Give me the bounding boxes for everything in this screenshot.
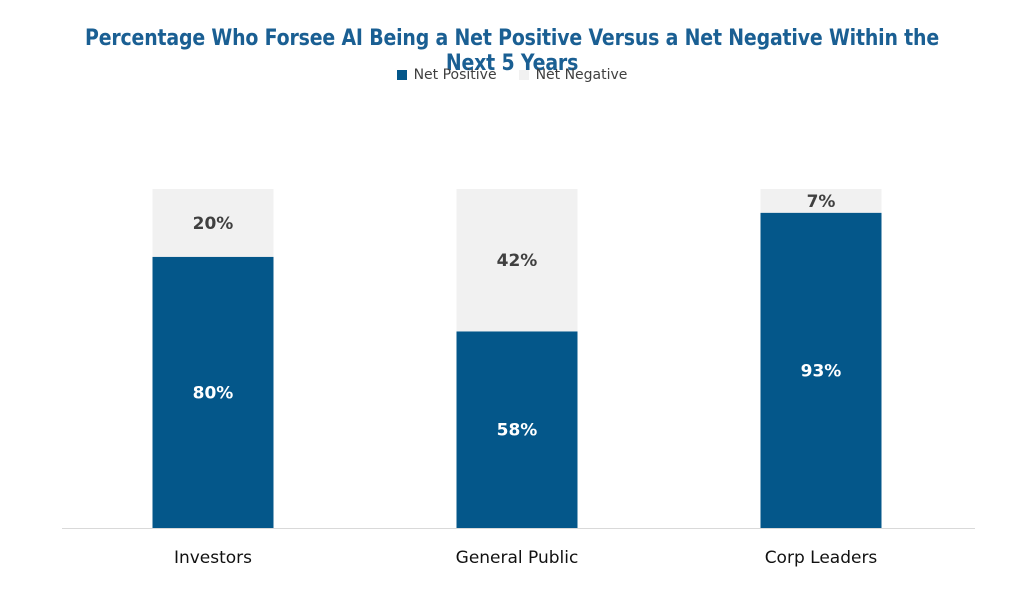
value-label-corp-leaders-net-negative: 7%	[807, 192, 836, 212]
value-label-general-public-net-negative: 42%	[497, 251, 538, 271]
legend: Net Positive Net Negative	[0, 67, 1024, 83]
bar-investors-net-positive	[152, 256, 274, 528]
legend-swatch-net-positive	[396, 70, 407, 80]
bar-general-public-net-positive	[456, 331, 578, 528]
value-label-corp-leaders-net-positive: 93%	[801, 361, 842, 381]
value-label-general-public-net-positive: 58%	[497, 421, 538, 441]
bar-general-public-net-negative	[456, 189, 578, 332]
legend-item-net-positive: Net Positive	[396, 67, 497, 83]
value-label-investors-net-negative: 20%	[193, 214, 234, 234]
legend-label-net-negative: Net Negative	[535, 67, 628, 83]
category-label-general-public: General Public	[456, 548, 579, 568]
legend-label-net-positive: Net Positive	[413, 67, 497, 83]
bar-investors-net-negative	[152, 189, 274, 257]
bar-corp-leaders-net-positive	[760, 212, 882, 529]
category-label-corp-leaders: Corp Leaders	[765, 548, 878, 568]
category-label-investors: Investors	[174, 548, 252, 568]
chart-title: Percentage Who Forsee AI Being a Net Pos…	[84, 26, 940, 76]
bar-corp-leaders-net-negative	[760, 189, 882, 213]
legend-item-net-negative: Net Negative	[518, 67, 628, 83]
value-label-investors-net-positive: 80%	[193, 383, 234, 403]
legend-swatch-net-negative	[518, 70, 529, 80]
